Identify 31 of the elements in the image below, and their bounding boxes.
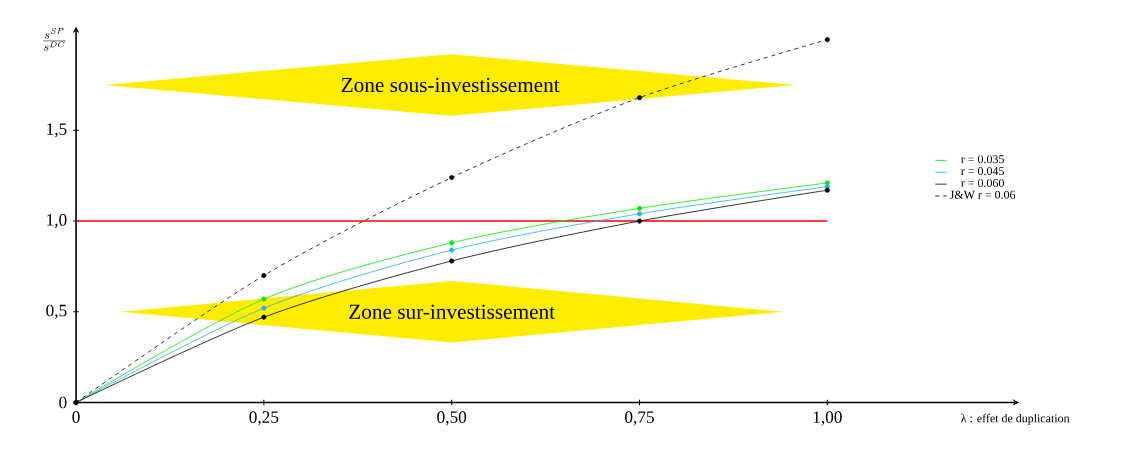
point bbox=[636, 211, 643, 217]
annotation: Zone sur-investissement bbox=[349, 304, 555, 319]
point bbox=[261, 296, 267, 302]
point bbox=[636, 205, 643, 211]
point bbox=[449, 240, 455, 246]
point bbox=[261, 272, 267, 278]
point bbox=[636, 95, 643, 101]
x-tick-label: 0 bbox=[72, 411, 80, 423]
y-tick-label: 0 bbox=[59, 396, 67, 409]
point bbox=[824, 187, 830, 193]
y-tick-label: 1,0 bbox=[47, 213, 67, 228]
point bbox=[449, 247, 455, 253]
point bbox=[824, 36, 830, 43]
annotation: Zone sous-investissement bbox=[341, 77, 560, 92]
y-axis-title: $\frac{s^{SP}}{s^{DC}}$ bbox=[43, 27, 66, 51]
x-axis-title: λ : effet de duplication bbox=[961, 413, 1070, 425]
legend-label: J&W r = 0.06 bbox=[949, 190, 1016, 199]
x-tick-label: 0,75 bbox=[625, 411, 654, 426]
point bbox=[449, 258, 455, 264]
legend-label: r = 0.060 bbox=[961, 178, 1004, 187]
y-tick-label: 0,5 bbox=[46, 304, 67, 319]
point bbox=[261, 305, 267, 311]
y-tick-label: 1,5 bbox=[47, 123, 67, 138]
point bbox=[261, 314, 267, 320]
x-tick-label: 0,25 bbox=[249, 411, 279, 426]
point bbox=[636, 218, 643, 224]
legend-label: r = 0.035 bbox=[961, 155, 1004, 164]
legend-label: r = 0.045 bbox=[961, 166, 1004, 176]
x-tick-label: 1,00 bbox=[813, 411, 842, 426]
point bbox=[449, 174, 455, 180]
x-tick-label: 0,50 bbox=[437, 411, 467, 426]
